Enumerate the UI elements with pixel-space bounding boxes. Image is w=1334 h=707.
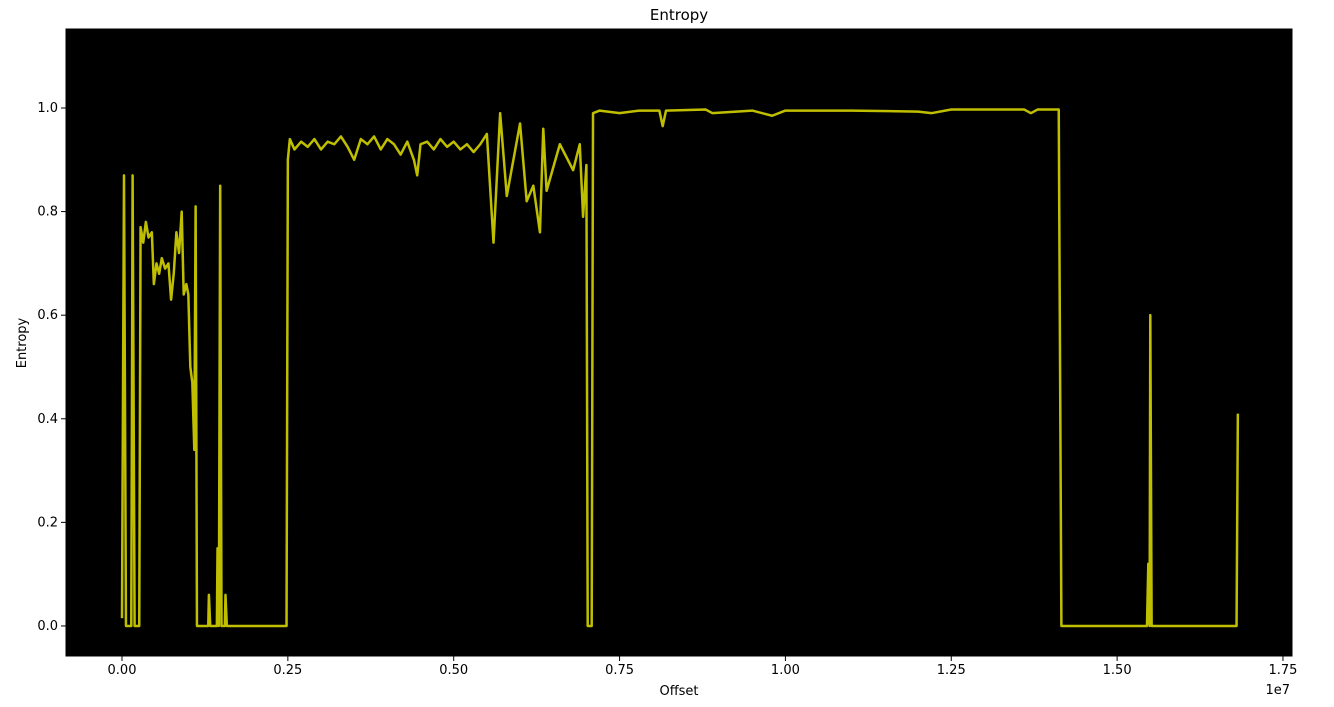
x-tick-label: 0.00	[108, 663, 137, 678]
x-axis-label: Offset	[659, 684, 698, 699]
y-axis-label: Entropy	[15, 317, 30, 368]
y-tick-label: 0.6	[37, 308, 58, 323]
x-tick-label: 1.00	[771, 663, 800, 678]
x-tick-label: 0.50	[439, 663, 468, 678]
entropy-line	[120, 108, 1240, 628]
plot-area	[66, 29, 1292, 656]
y-tick-label: 0.2	[37, 515, 58, 530]
x-tick-label: 1.25	[937, 663, 966, 678]
x-tick-label: 1.75	[1269, 663, 1298, 678]
x-tick-label: 0.75	[605, 663, 634, 678]
y-tick-label: 0.4	[37, 412, 58, 427]
y-tick-label: 0.0	[37, 619, 58, 634]
x-tick-label: 1.50	[1103, 663, 1132, 678]
x-tick-label: 0.25	[273, 663, 302, 678]
y-tick-label: 0.8	[37, 205, 58, 220]
y-tick-label: 1.0	[37, 101, 58, 116]
plot-frame	[65, 28, 1293, 657]
chart-title: Entropy	[650, 6, 708, 24]
x-offset-label: 1e7	[1265, 683, 1290, 698]
